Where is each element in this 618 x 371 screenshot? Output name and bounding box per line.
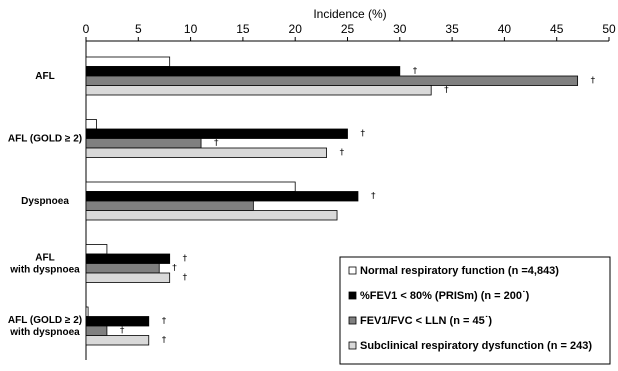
legend-entry: FEV1/FVC < LLN (n = 45˙) xyxy=(360,315,492,327)
significance-marker: † xyxy=(591,76,596,86)
category-label: AFL (GOLD ≥ 2) xyxy=(8,134,82,145)
x-tick-label: 30 xyxy=(393,22,407,36)
legend: Normal respiratory function (n =4,843) %F… xyxy=(339,256,611,365)
bar-2-1 xyxy=(85,191,359,202)
bar-1-0 xyxy=(85,119,97,130)
x-tick-label: 10 xyxy=(184,22,198,36)
significance-marker: † xyxy=(371,192,376,202)
significance-marker: † xyxy=(183,273,188,283)
significance-marker: † xyxy=(183,254,188,264)
bar-3-0 xyxy=(85,244,108,255)
legend-swatch xyxy=(348,316,357,325)
significance-marker: † xyxy=(162,336,167,346)
x-tick-label: 0 xyxy=(83,22,90,36)
x-tick-label: 40 xyxy=(498,22,512,36)
category-label: AFL xyxy=(35,71,54,82)
bar-3-1 xyxy=(85,253,171,264)
significance-marker: † xyxy=(340,148,345,158)
bar-2-0 xyxy=(85,181,296,192)
x-tick-label: 35 xyxy=(445,22,459,36)
category-label: Dyspnoea xyxy=(21,196,69,207)
x-tick-label: 5 xyxy=(135,22,142,36)
legend-swatch xyxy=(348,341,357,350)
legend-entry: %FEV1 < 80% (PRISm) (n = 200˙) xyxy=(360,290,530,302)
significance-marker: † xyxy=(172,264,177,274)
significance-marker: † xyxy=(120,326,125,336)
category-label: with dyspnoea xyxy=(9,265,80,276)
bars: † † † † † † † † † † † † † xyxy=(85,56,596,346)
significance-marker: † xyxy=(214,139,219,149)
legend-entry: Normal respiratory function (n =4,843) xyxy=(360,265,559,277)
bar-0-1 xyxy=(85,66,401,77)
x-tick-label: 45 xyxy=(550,22,564,36)
bar-2-2 xyxy=(85,200,254,211)
significance-marker: † xyxy=(361,129,366,139)
bar-1-1 xyxy=(85,128,348,139)
category-label: AFL xyxy=(35,253,54,264)
bar-4-1 xyxy=(85,316,150,327)
x-tick-label: 50 xyxy=(602,22,616,36)
legend-swatch xyxy=(348,291,357,300)
bar-4-2 xyxy=(85,325,108,336)
bar-4-0 xyxy=(85,306,89,317)
bar-0-0 xyxy=(85,56,171,67)
x-tick-label: 25 xyxy=(341,22,355,36)
legend-swatch xyxy=(348,266,357,275)
category-label: with dyspnoea xyxy=(9,327,80,338)
bar-1-3 xyxy=(85,147,327,158)
significance-marker: † xyxy=(413,67,418,77)
x-tick-label: 15 xyxy=(236,22,250,36)
category-label: AFL (GOLD ≥ 2) xyxy=(8,315,82,326)
bar-4-3 xyxy=(85,335,150,346)
bar-2-3 xyxy=(85,210,338,221)
legend-entry: Subclinical respiratory dysfunction (n =… xyxy=(360,340,592,352)
significance-marker: † xyxy=(444,86,449,96)
bar-3-3 xyxy=(85,272,171,283)
legend-box xyxy=(339,256,611,365)
bar-1-2 xyxy=(85,138,202,149)
bar-0-3 xyxy=(85,85,432,96)
significance-marker: † xyxy=(162,317,167,327)
x-tick-label: 20 xyxy=(289,22,303,36)
bar-3-2 xyxy=(85,263,160,274)
x-axis-title: Incidence (%) xyxy=(313,7,386,21)
bar-0-2 xyxy=(85,75,579,86)
